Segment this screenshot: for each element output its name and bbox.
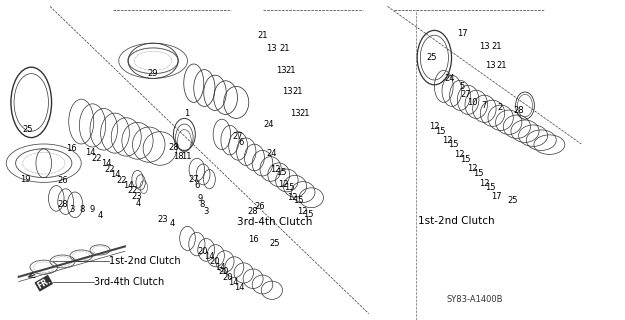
Text: 19: 19 — [20, 175, 30, 184]
Text: 24: 24 — [445, 74, 455, 83]
Text: 21: 21 — [258, 31, 268, 40]
Text: 14: 14 — [111, 170, 121, 179]
Text: 22: 22 — [128, 186, 138, 195]
Text: 23: 23 — [131, 192, 141, 201]
Text: 28: 28 — [248, 207, 259, 216]
Text: 6: 6 — [238, 138, 243, 147]
Text: 13: 13 — [479, 42, 490, 51]
Text: 11: 11 — [181, 152, 191, 161]
Text: 4: 4 — [169, 220, 174, 228]
Text: 22: 22 — [104, 165, 114, 174]
Text: 20: 20 — [219, 268, 229, 276]
Text: 14: 14 — [204, 252, 214, 261]
Text: 12: 12 — [297, 207, 307, 216]
Text: 25: 25 — [23, 125, 33, 134]
Text: 15: 15 — [473, 169, 483, 178]
Text: 14: 14 — [101, 159, 111, 168]
Text: 21: 21 — [292, 87, 302, 96]
Text: FR.: FR. — [36, 276, 52, 291]
Text: 8: 8 — [199, 200, 204, 209]
Text: 1st-2nd Clutch: 1st-2nd Clutch — [418, 216, 494, 226]
Text: 13: 13 — [282, 87, 292, 96]
Text: 10: 10 — [467, 98, 477, 107]
Text: 12: 12 — [278, 180, 288, 188]
Text: 15: 15 — [294, 196, 304, 205]
Text: 12: 12 — [429, 122, 439, 131]
Text: 15: 15 — [303, 210, 313, 219]
Text: 5: 5 — [460, 82, 465, 91]
Text: 14: 14 — [228, 278, 238, 287]
Text: 12: 12 — [467, 164, 477, 173]
Text: 26: 26 — [58, 176, 68, 185]
Text: 12: 12 — [479, 179, 489, 188]
Text: 3: 3 — [204, 207, 209, 216]
Text: 15: 15 — [448, 140, 458, 149]
Text: 16: 16 — [67, 144, 78, 153]
Text: 24: 24 — [264, 120, 274, 129]
Text: 14: 14 — [123, 181, 133, 190]
Text: 12: 12 — [288, 193, 298, 202]
Text: 28: 28 — [58, 200, 68, 209]
Text: 17: 17 — [492, 192, 502, 201]
Text: 9: 9 — [198, 194, 202, 203]
Text: 23: 23 — [158, 215, 168, 224]
Text: 28: 28 — [514, 106, 524, 115]
Text: 1: 1 — [184, 109, 189, 118]
Text: 8: 8 — [80, 205, 85, 214]
Text: 7: 7 — [482, 101, 487, 110]
Text: 21: 21 — [299, 109, 309, 118]
Text: 13: 13 — [276, 66, 286, 75]
Text: 2: 2 — [498, 103, 502, 112]
Text: 21: 21 — [496, 61, 506, 70]
Text: 17: 17 — [458, 29, 468, 38]
Text: 21: 21 — [279, 44, 289, 52]
Text: 16: 16 — [248, 236, 259, 244]
Text: 9: 9 — [90, 205, 95, 214]
Text: 22: 22 — [117, 176, 127, 185]
Text: 24: 24 — [267, 149, 277, 158]
Text: 3rd-4th Clutch: 3rd-4th Clutch — [94, 276, 164, 287]
Text: 3rd-4th Clutch: 3rd-4th Clutch — [238, 217, 312, 228]
Text: 22: 22 — [92, 154, 102, 163]
Text: 15: 15 — [436, 127, 446, 136]
Text: 27: 27 — [460, 90, 471, 99]
Text: 25: 25 — [508, 196, 518, 204]
Text: 12: 12 — [454, 150, 464, 159]
Text: 27: 27 — [232, 132, 242, 140]
Text: 15: 15 — [486, 183, 496, 192]
Text: 14: 14 — [86, 148, 96, 156]
Text: 18: 18 — [173, 152, 184, 161]
Text: 20: 20 — [209, 257, 219, 266]
Text: 20: 20 — [223, 273, 233, 282]
Text: 13: 13 — [290, 109, 301, 118]
Text: 15: 15 — [276, 168, 286, 177]
Text: 1st-2nd Clutch: 1st-2nd Clutch — [109, 256, 181, 266]
Text: 21: 21 — [492, 42, 502, 51]
Text: 12: 12 — [442, 136, 452, 145]
Text: 15: 15 — [461, 155, 471, 164]
Text: 14: 14 — [234, 284, 244, 292]
Text: 13: 13 — [267, 44, 278, 52]
Text: 25: 25 — [426, 53, 436, 62]
Text: 13: 13 — [486, 61, 496, 70]
Text: SY83-A1400B: SY83-A1400B — [447, 295, 503, 304]
Text: 15: 15 — [284, 183, 294, 192]
Text: 12: 12 — [270, 165, 280, 174]
Text: 26: 26 — [254, 202, 265, 211]
Text: 6: 6 — [194, 181, 199, 190]
Text: 20: 20 — [198, 247, 208, 256]
Text: 28: 28 — [169, 143, 179, 152]
Text: 27: 27 — [189, 175, 199, 184]
Text: 4: 4 — [98, 212, 102, 220]
Text: 25: 25 — [270, 239, 280, 248]
Text: 21: 21 — [286, 66, 296, 75]
Text: 14: 14 — [215, 263, 225, 272]
Text: 29: 29 — [148, 69, 158, 78]
Text: 3: 3 — [69, 205, 74, 214]
Text: 4: 4 — [136, 199, 141, 208]
